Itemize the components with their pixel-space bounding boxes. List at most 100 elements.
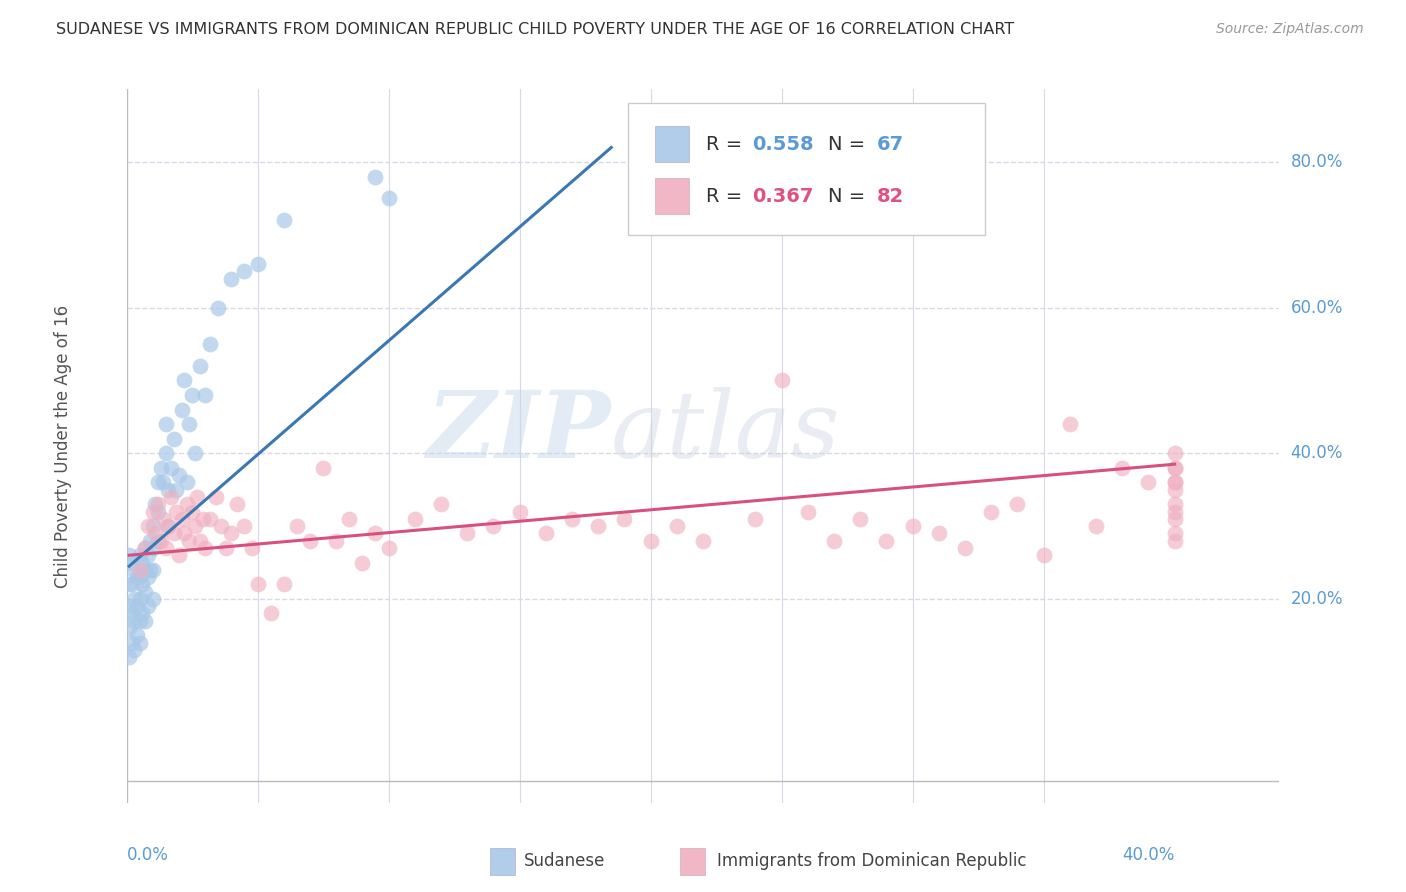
Point xyxy=(1007,497,1029,511)
Point xyxy=(561,512,583,526)
Point xyxy=(125,599,148,614)
Point xyxy=(136,519,159,533)
Point xyxy=(1163,446,1185,460)
Point xyxy=(1163,460,1185,475)
Point xyxy=(953,541,976,555)
Text: SUDANESE VS IMMIGRANTS FROM DOMINICAN REPUBLIC CHILD POVERTY UNDER THE AGE OF 16: SUDANESE VS IMMIGRANTS FROM DOMINICAN RE… xyxy=(56,22,1015,37)
Text: 60.0%: 60.0% xyxy=(1291,299,1343,317)
Point xyxy=(163,526,186,541)
Point xyxy=(165,504,187,518)
Point xyxy=(128,614,150,628)
Point xyxy=(136,570,159,584)
Point xyxy=(146,533,169,548)
Point xyxy=(298,533,321,548)
Text: 67: 67 xyxy=(877,135,904,153)
Point xyxy=(142,519,165,533)
Point xyxy=(146,504,169,518)
Point xyxy=(181,504,204,518)
Point xyxy=(176,497,198,511)
Point xyxy=(928,526,950,541)
Point xyxy=(128,591,150,606)
Text: 40.0%: 40.0% xyxy=(1122,846,1174,863)
Point xyxy=(482,519,505,533)
Point xyxy=(1163,497,1185,511)
Point xyxy=(152,512,174,526)
Point xyxy=(179,417,201,432)
Text: 0.558: 0.558 xyxy=(752,135,814,153)
Point xyxy=(259,607,281,621)
Point xyxy=(136,599,159,614)
Point xyxy=(770,374,793,388)
Point xyxy=(145,497,166,511)
Point xyxy=(364,526,387,541)
Point xyxy=(692,533,714,548)
Point xyxy=(128,548,150,562)
FancyBboxPatch shape xyxy=(489,847,515,875)
Point xyxy=(170,402,193,417)
Point xyxy=(1163,512,1185,526)
Point xyxy=(823,533,845,548)
Point xyxy=(142,563,165,577)
Point xyxy=(640,533,662,548)
Point xyxy=(118,548,141,562)
Point xyxy=(215,541,238,555)
Text: atlas: atlas xyxy=(610,387,841,476)
Text: 0.0%: 0.0% xyxy=(127,846,169,863)
Point xyxy=(128,570,150,584)
Text: 82: 82 xyxy=(877,186,904,206)
Point xyxy=(118,621,141,635)
Point xyxy=(155,541,177,555)
Point xyxy=(377,541,399,555)
Point xyxy=(273,577,295,591)
Point xyxy=(179,533,201,548)
Point xyxy=(149,533,172,548)
Point xyxy=(613,512,636,526)
Point xyxy=(173,374,195,388)
Point xyxy=(221,526,243,541)
Point xyxy=(233,519,256,533)
Point xyxy=(797,504,820,518)
Point xyxy=(188,533,211,548)
Point xyxy=(118,650,141,665)
Point xyxy=(233,264,256,278)
Text: Sudanese: Sudanese xyxy=(524,853,606,871)
Point xyxy=(1163,483,1185,497)
Text: Child Poverty Under the Age of 16: Child Poverty Under the Age of 16 xyxy=(53,304,72,588)
Point xyxy=(404,512,426,526)
Point xyxy=(188,359,211,373)
Point xyxy=(1111,460,1133,475)
Point xyxy=(209,519,232,533)
Point xyxy=(139,533,162,548)
Point xyxy=(124,643,146,657)
Point xyxy=(207,301,229,315)
Point xyxy=(157,483,180,497)
Point xyxy=(125,628,148,642)
Point xyxy=(131,556,153,570)
Point xyxy=(142,504,165,518)
Point xyxy=(118,599,141,614)
Point xyxy=(134,614,156,628)
Text: 0.367: 0.367 xyxy=(752,186,814,206)
FancyBboxPatch shape xyxy=(628,103,986,235)
FancyBboxPatch shape xyxy=(655,178,689,214)
Point xyxy=(139,563,162,577)
Point xyxy=(157,519,180,533)
Point xyxy=(131,607,153,621)
Point xyxy=(586,519,609,533)
Point xyxy=(337,512,360,526)
Point xyxy=(124,614,146,628)
Point xyxy=(246,257,269,271)
Text: 40.0%: 40.0% xyxy=(1291,444,1343,462)
Point xyxy=(183,446,205,460)
Point xyxy=(273,213,295,227)
Point xyxy=(1163,475,1185,490)
Point xyxy=(1163,533,1185,548)
Point xyxy=(155,417,177,432)
Point xyxy=(191,512,214,526)
Point xyxy=(176,475,198,490)
Point xyxy=(134,584,156,599)
Text: R =: R = xyxy=(706,135,749,153)
Text: N =: N = xyxy=(828,135,870,153)
FancyBboxPatch shape xyxy=(681,847,706,875)
Point xyxy=(1032,548,1054,562)
